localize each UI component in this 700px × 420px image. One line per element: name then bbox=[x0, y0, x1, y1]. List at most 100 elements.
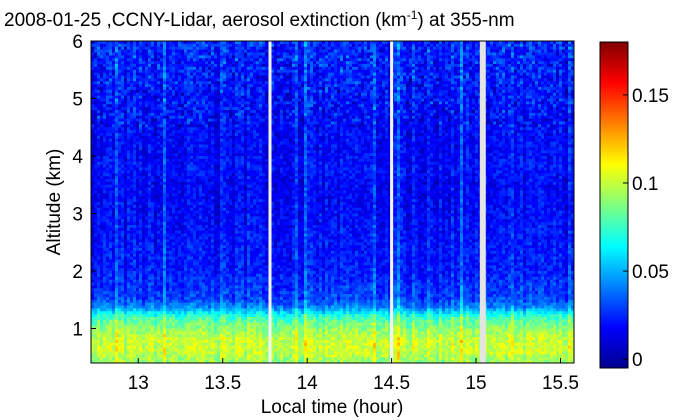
heatmap-cell bbox=[127, 69, 131, 74]
heatmap-cell bbox=[190, 328, 194, 332]
heatmap-cell bbox=[184, 144, 188, 148]
heatmap-cell bbox=[148, 164, 152, 168]
heatmap-cell bbox=[133, 164, 137, 168]
heatmap-cell bbox=[172, 233, 176, 237]
heatmap-cell bbox=[109, 187, 113, 191]
heatmap-cell bbox=[133, 334, 137, 338]
heatmap-cell bbox=[115, 202, 119, 206]
heatmap-cell bbox=[163, 89, 167, 94]
heatmap-cell bbox=[205, 150, 209, 154]
heatmap-cell bbox=[142, 250, 146, 255]
heatmap-cell bbox=[94, 89, 98, 94]
heatmap-cell bbox=[181, 156, 185, 160]
heatmap-cell bbox=[115, 141, 119, 145]
heatmap-cell bbox=[217, 273, 221, 278]
heatmap-cell bbox=[112, 248, 116, 252]
heatmap-cell bbox=[214, 81, 218, 85]
heatmap-cell bbox=[175, 345, 179, 350]
heatmap-cell bbox=[193, 164, 197, 168]
heatmap-cell bbox=[196, 141, 200, 145]
heatmap-cell bbox=[190, 64, 194, 68]
heatmap-cell bbox=[163, 110, 167, 114]
heatmap-cell bbox=[127, 161, 131, 166]
heatmap-cell bbox=[193, 256, 197, 260]
heatmap-cell bbox=[169, 348, 173, 352]
heatmap-cell bbox=[154, 227, 158, 232]
heatmap-cell bbox=[148, 354, 152, 358]
heatmap-cell bbox=[121, 199, 125, 203]
heatmap-cell bbox=[223, 202, 227, 206]
heatmap-cell bbox=[211, 250, 215, 255]
heatmap-cell bbox=[115, 72, 119, 76]
heatmap-cell bbox=[220, 144, 224, 148]
heatmap-cell bbox=[178, 348, 182, 352]
heatmap-cell bbox=[127, 127, 131, 131]
heatmap-cell bbox=[196, 337, 200, 341]
heatmap-cell bbox=[112, 268, 116, 272]
heatmap-cell bbox=[121, 230, 125, 235]
heatmap-cell bbox=[181, 227, 185, 232]
heatmap-cell bbox=[127, 41, 131, 45]
heatmap-cell bbox=[124, 233, 128, 237]
heatmap-cell bbox=[124, 107, 128, 111]
heatmap-cell bbox=[187, 345, 191, 350]
heatmap-cell bbox=[160, 328, 164, 332]
heatmap-cell bbox=[106, 141, 110, 145]
heatmap-cell bbox=[151, 348, 155, 352]
heatmap-cell bbox=[157, 348, 161, 352]
heatmap-cell bbox=[190, 130, 194, 134]
heatmap-cell bbox=[211, 219, 215, 223]
heatmap-cell bbox=[91, 354, 95, 358]
heatmap-cell bbox=[184, 127, 188, 131]
heatmap-cell bbox=[133, 78, 137, 82]
heatmap-cell bbox=[139, 340, 143, 344]
heatmap-cell bbox=[190, 354, 194, 358]
heatmap-cell bbox=[151, 49, 155, 53]
heatmap-cell bbox=[214, 193, 218, 197]
heatmap-cell bbox=[121, 104, 125, 108]
heatmap-cell bbox=[148, 98, 152, 102]
heatmap-cell bbox=[202, 98, 206, 102]
heatmap-cell bbox=[202, 107, 206, 111]
heatmap-cell bbox=[202, 225, 206, 229]
heatmap-cell bbox=[133, 222, 137, 226]
heatmap-cell bbox=[130, 265, 134, 269]
heatmap-cell bbox=[190, 66, 194, 71]
heatmap-cell bbox=[223, 107, 227, 111]
heatmap-cell bbox=[169, 230, 173, 235]
heatmap-cell bbox=[133, 253, 137, 258]
heatmap-cell bbox=[106, 227, 110, 232]
heatmap-cell bbox=[199, 135, 203, 140]
heatmap-cell bbox=[148, 179, 152, 183]
heatmap-cell bbox=[175, 216, 179, 220]
heatmap-cell bbox=[160, 43, 164, 48]
heatmap-cell bbox=[124, 296, 128, 301]
heatmap-cell bbox=[115, 204, 119, 209]
heatmap-cell bbox=[91, 153, 95, 157]
heatmap-cell bbox=[145, 245, 149, 249]
heatmap-cell bbox=[169, 98, 173, 102]
heatmap-cell bbox=[106, 299, 110, 304]
heatmap-cell bbox=[118, 242, 122, 246]
heatmap-cell bbox=[169, 357, 173, 361]
heatmap-cell bbox=[175, 75, 179, 79]
heatmap-cell bbox=[211, 170, 215, 174]
heatmap-cell bbox=[121, 156, 125, 160]
heatmap-cell bbox=[166, 273, 170, 278]
heatmap-cell bbox=[193, 276, 197, 281]
heatmap-cell bbox=[100, 299, 104, 304]
heatmap-cell bbox=[103, 95, 107, 99]
heatmap-cell bbox=[127, 216, 131, 220]
heatmap-cell bbox=[214, 259, 218, 263]
heatmap-cell bbox=[199, 291, 203, 295]
heatmap-cell bbox=[154, 49, 158, 53]
heatmap-cell bbox=[157, 319, 161, 324]
heatmap-cell bbox=[187, 64, 191, 68]
heatmap-cell bbox=[205, 319, 209, 324]
heatmap-cell bbox=[121, 64, 125, 68]
heatmap-cell bbox=[211, 342, 215, 347]
heatmap-cell bbox=[106, 351, 110, 355]
heatmap-cell bbox=[142, 308, 146, 312]
heatmap-cell bbox=[187, 311, 191, 315]
heatmap-cell bbox=[208, 133, 212, 137]
